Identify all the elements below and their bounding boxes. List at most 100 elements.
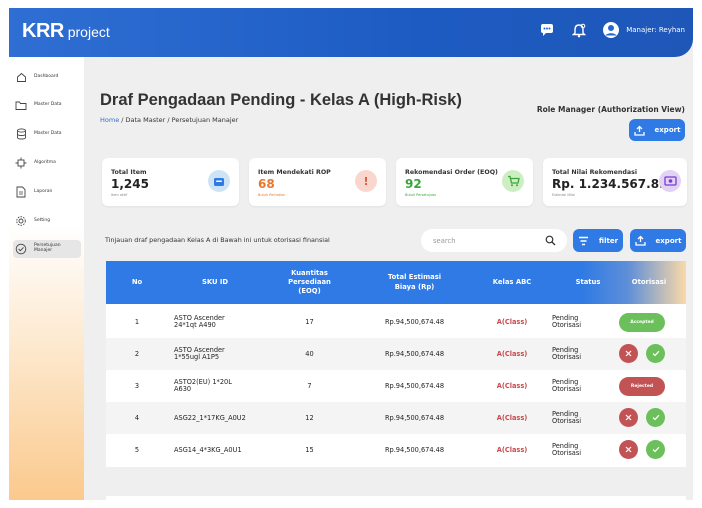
accepted-badge: Accepted xyxy=(619,313,665,332)
reject-button[interactable] xyxy=(619,408,638,427)
algorithm-icon xyxy=(15,157,27,169)
export-label: export xyxy=(654,126,681,134)
card-title: Total Item xyxy=(111,169,147,176)
filter-button[interactable]: filter xyxy=(573,229,623,252)
cell-no: 1 xyxy=(134,317,140,326)
column-header-status: Status xyxy=(575,277,601,286)
cart-icon xyxy=(502,170,524,192)
rejected-badge: Rejected xyxy=(619,377,665,396)
search-icon[interactable] xyxy=(545,235,556,246)
cell-no: 2 xyxy=(134,349,140,358)
upload-icon xyxy=(634,235,646,246)
cell-class: A(Class) xyxy=(496,349,528,358)
sidebar: Dashboard Master Data Master Data Algori… xyxy=(9,57,84,500)
sidebar-item-master-data[interactable]: Master Data xyxy=(15,95,81,115)
table-description: Tinjauan draf pengadaan Kelas A di Bawah… xyxy=(105,236,330,244)
sidebar-item-label: Master Data xyxy=(34,101,62,107)
database-icon xyxy=(15,128,27,140)
home-icon xyxy=(15,71,27,83)
breadcrumb-home-link[interactable]: Home xyxy=(100,116,120,124)
approve-button[interactable] xyxy=(646,440,665,459)
cell-qty: 7 xyxy=(307,381,312,390)
card-value: 68 xyxy=(258,177,275,191)
chat-icon[interactable] xyxy=(538,21,556,39)
cell-status: Pending Otorisasi xyxy=(552,410,582,425)
sidebar-item-master-data-2[interactable]: Master Data xyxy=(15,124,81,144)
cell-no: 4 xyxy=(134,413,140,422)
sidebar-item-persetujuan-manajer[interactable]: Persetujuan Manajer xyxy=(13,240,81,258)
sidebar-item-label: Dashboard xyxy=(34,73,59,79)
card-subtitle: Item aktif xyxy=(111,193,128,197)
card-subtitle: Butuh Persetujuan xyxy=(405,193,437,197)
stat-card-total-nilai: Total Nilai Rekomendasi Rp. 1.234.567.89… xyxy=(543,158,687,206)
folder-icon xyxy=(15,99,27,111)
table-row: 1 ASTO Ascender 24*1qt A490 17 Rp.94,500… xyxy=(106,306,686,338)
user-menu[interactable]: Manajer: Reyhan xyxy=(602,21,685,39)
close-icon xyxy=(625,414,632,421)
brand-name: KRR xyxy=(22,20,64,42)
avatar-icon xyxy=(603,22,620,38)
stat-card-total-item: Total Item 1,245 Item aktif xyxy=(102,158,239,206)
sidebar-item-algoritma[interactable]: Algoritma xyxy=(15,153,81,173)
close-icon xyxy=(625,350,632,357)
cell-qty: 17 xyxy=(305,317,314,326)
role-label: Role Manager (Authorization View) xyxy=(536,105,685,114)
brand-suffix: project xyxy=(63,24,110,40)
sidebar-item-dashboard[interactable]: Dashboard xyxy=(15,67,81,87)
money-icon xyxy=(659,170,681,192)
check-circle-icon xyxy=(15,243,27,255)
cell-cost: Rp.94,500,674.48 xyxy=(384,445,445,454)
sidebar-item-label: Setting xyxy=(34,217,51,223)
brand-logo[interactable]: KRR project xyxy=(22,20,110,43)
cell-status: Pending Otorisasi xyxy=(552,378,582,393)
table-row: 3 ASTO2(EU) 1*20L A630 7 Rp.94,500,674.4… xyxy=(106,370,686,402)
sidebar-item-label: Algoritma xyxy=(34,159,56,165)
approve-button[interactable] xyxy=(646,408,665,427)
app-frame: KRR project Manajer: Reyhan Dashboard Ma… xyxy=(9,8,693,500)
cell-status: Pending Otorisasi xyxy=(552,314,582,329)
column-header-cost: Total Estimasi Biaya (Rp) xyxy=(387,273,442,291)
cell-sku: ASTO Ascender 1*55ugl A1P5 xyxy=(174,346,225,361)
column-header-class: Kelas ABC xyxy=(492,277,532,286)
upload-icon xyxy=(633,125,645,136)
export-label: export xyxy=(655,236,682,245)
cell-status: Pending Otorisasi xyxy=(552,442,582,457)
card-value: 92 xyxy=(405,177,422,191)
cell-cost: Rp.94,500,674.48 xyxy=(384,381,445,390)
cell-sku: ASG14_4*3KG_A0U1 xyxy=(174,445,242,454)
document-icon xyxy=(15,186,27,198)
page-title: Draf Pengadaan Pending - Kelas A (High-R… xyxy=(100,91,462,109)
cell-cost: Rp.94,500,674.48 xyxy=(384,317,445,326)
breadcrumb: Home / Data Master / Persetujuan Manajer xyxy=(100,116,238,124)
alert-icon: ! xyxy=(355,170,377,192)
table-header: No SKU ID Kuantitas Persediaan (EOQ) Tot… xyxy=(106,261,686,304)
column-header-otorisasi: Otorisasi xyxy=(631,277,667,286)
approval-table: No SKU ID Kuantitas Persediaan (EOQ) Tot… xyxy=(106,261,686,500)
approve-button[interactable] xyxy=(646,344,665,363)
cell-no: 3 xyxy=(134,381,140,390)
export-button[interactable]: export xyxy=(630,229,686,252)
top-header: KRR project Manajer: Reyhan xyxy=(9,8,693,57)
sidebar-item-laporan[interactable]: Laporan xyxy=(15,182,81,202)
sidebar-item-label: Persetujuan Manajer xyxy=(34,243,61,253)
cell-sku: ASTO Ascender 24*1qt A490 xyxy=(174,314,225,329)
main-content: Draf Pengadaan Pending - Kelas A (High-R… xyxy=(84,57,693,500)
reject-button[interactable] xyxy=(619,344,638,363)
card-value: 1,245 xyxy=(111,177,149,191)
card-title: Item Mendekati ROP xyxy=(258,169,331,176)
export-button-top[interactable]: export xyxy=(629,119,685,141)
table-row: 2 ASTO Ascender 1*55ugl A1P5 40 Rp.94,50… xyxy=(106,338,686,370)
stat-card-rop: Item Mendekati ROP 68 Butuh Perhatian ! xyxy=(249,158,386,206)
table-row: 5 ASG14_4*3KG_A0U1 15 Rp.94,500,674.48 A… xyxy=(106,434,686,466)
filter-label: filter xyxy=(598,236,619,245)
sidebar-item-setting[interactable]: Setting xyxy=(15,211,81,231)
search-placeholder: search xyxy=(433,236,456,245)
cell-qty: 40 xyxy=(305,349,314,358)
cell-class: A(Class) xyxy=(496,317,528,326)
cell-sku: ASTO2(EU) 1*20L A630 xyxy=(174,378,232,393)
cell-cost: Rp.94,500,674.48 xyxy=(384,349,445,358)
bell-icon[interactable] xyxy=(570,21,588,39)
search-input[interactable]: search xyxy=(421,229,567,252)
user-name: Manajer: Reyhan xyxy=(626,26,685,34)
reject-button[interactable] xyxy=(619,440,638,459)
